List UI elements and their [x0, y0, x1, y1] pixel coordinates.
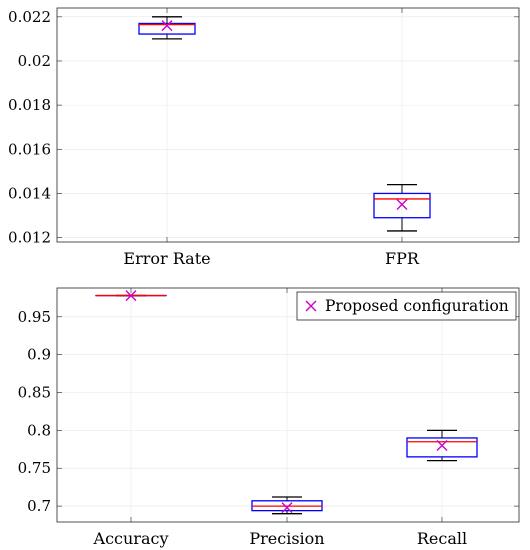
plot-frame — [56, 287, 520, 523]
box-plot-accuracy — [95, 290, 167, 302]
y-tick-label: 0.75 — [18, 459, 51, 477]
box-plot-precision — [251, 496, 323, 515]
y-tick-label: 0.022 — [8, 8, 51, 26]
x-category-label: Precision — [249, 529, 324, 548]
x-category-label: FPR — [385, 249, 420, 268]
box-plot-fpr — [373, 183, 431, 232]
proposed-configuration-marker — [281, 502, 293, 514]
x-category-label: Recall — [417, 529, 467, 548]
legend: Proposed configuration — [296, 291, 517, 321]
y-tick-label: 0.014 — [8, 184, 51, 202]
y-tick-label: 0.012 — [8, 229, 51, 247]
y-tick-label: 0.7 — [27, 497, 51, 515]
plot-frame — [56, 7, 520, 243]
y-tick-label: 0.02 — [18, 52, 51, 70]
y-tick-label: 0.016 — [8, 140, 51, 158]
box — [138, 22, 196, 35]
proposed-configuration-marker — [396, 198, 408, 210]
y-tick-label: 0.018 — [8, 96, 51, 114]
y-tick-label: 0.85 — [18, 384, 51, 402]
top-panel: 0.012 0.014 0.016 0.018 0.02 0.022 Error Rate F… — [8, 7, 520, 268]
x-category-label: Accuracy — [93, 529, 169, 548]
proposed-configuration-marker — [125, 290, 137, 302]
legend-marker-icon — [305, 300, 317, 312]
proposed-configuration-marker — [161, 20, 173, 32]
y-tick-label: 0.8 — [27, 421, 51, 439]
legend-box — [296, 291, 517, 321]
legend-label: Proposed configuration — [325, 297, 509, 315]
box — [373, 192, 431, 219]
proposed-configuration-marker — [436, 440, 448, 452]
box-plot-error-rate — [138, 16, 196, 40]
box — [406, 437, 478, 458]
box-plot-recall — [406, 429, 478, 462]
y-tick-label: 0.95 — [18, 308, 51, 326]
bottom-panel: 0.7 0.75 0.8 0.85 0.9 0.95 Accuracy Precision Re… — [18, 287, 520, 548]
x-category-label: Error Rate — [123, 249, 210, 268]
y-tick-label: 0.9 — [27, 346, 51, 364]
